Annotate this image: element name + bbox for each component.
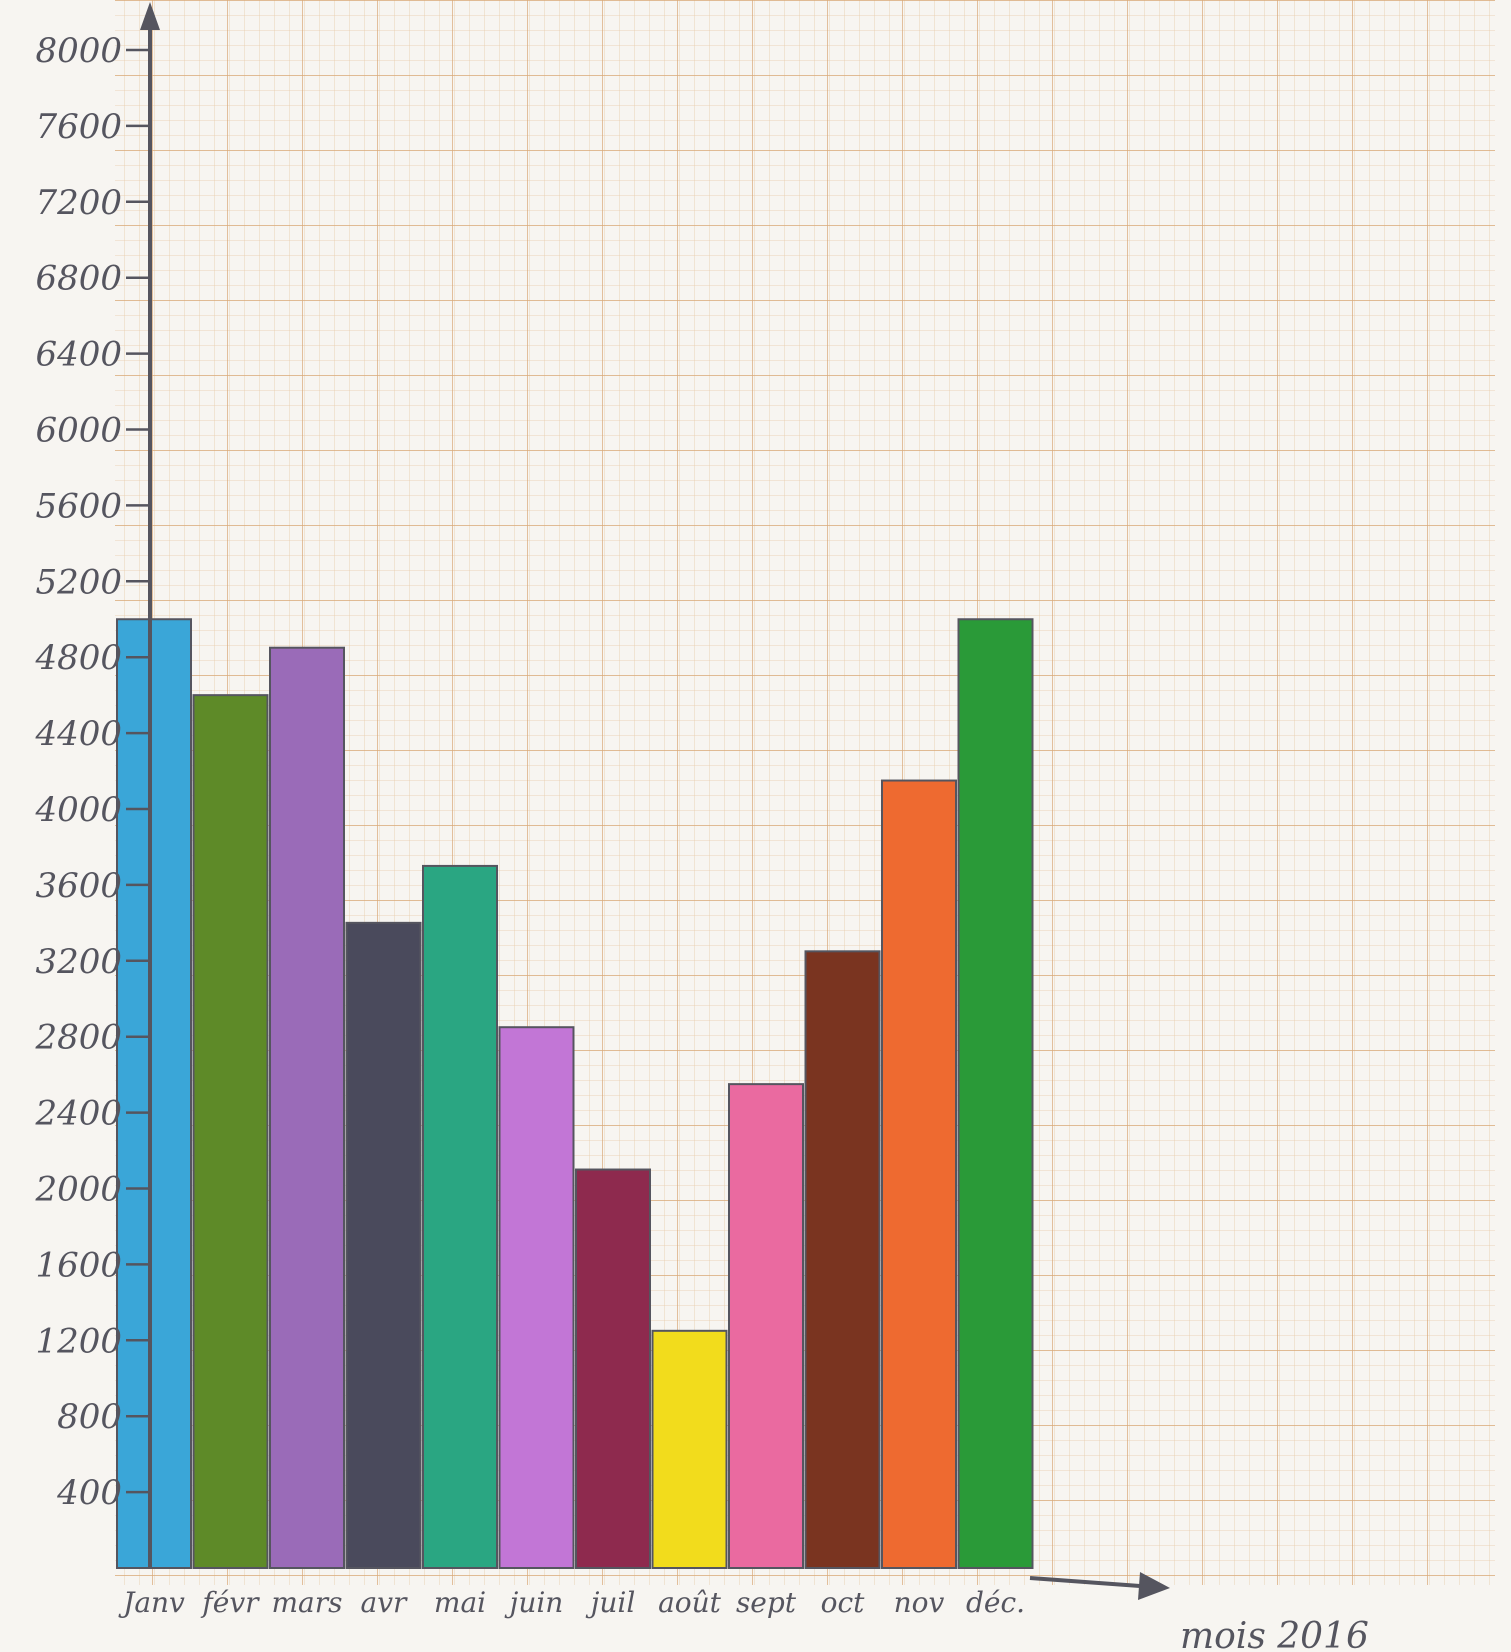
x-axis-categories: Janv févr mars avr mai juin juil août sept oct nov… [118,1586,1025,1619]
y-tick-label: 3200 [35,942,122,982]
x-tick-label: mai [434,1586,486,1619]
y-tick-label: 6800 [35,259,122,299]
bar-0 [116,618,192,1569]
x-tick-label: avr [361,1586,409,1619]
bar-4 [422,864,498,1569]
y-tick-label: 4000 [34,790,122,830]
y-tick-label: 2000 [34,1170,122,1210]
y-tick-label: 4800 [34,638,122,678]
y-tick-label: 400 [56,1473,122,1513]
bar-8 [728,1083,804,1569]
y-tick-label: 8000 [35,31,122,71]
x-tick-label: juin [504,1586,564,1619]
bar-3 [345,921,422,1569]
y-tick-label: 7200 [35,183,122,223]
x-axis-arrow-icon [1138,1572,1170,1600]
y-tick-label: 1200 [35,1321,122,1361]
bar-7 [651,1329,728,1569]
bar-10 [881,779,957,1569]
bar-1 [192,694,269,1569]
x-tick-label: nov [894,1586,945,1619]
y-tick-label: 2400 [34,1094,122,1134]
bars-group [116,618,1034,1570]
x-tick-label: oct [821,1586,866,1619]
bar-5 [498,1026,575,1569]
y-axis-arrow-icon [140,2,160,30]
x-tick-label: août [658,1586,722,1619]
y-axis-ticks: 400 800 1200 1600 2000 2400 2800 3200 3600 4000 44… [34,31,150,1513]
y-tick-label: 1600 [35,1245,122,1285]
x-tick-label: mars [272,1586,343,1619]
bar-9 [804,950,881,1569]
x-tick-label: déc. [966,1586,1025,1619]
x-tick-label: sept [736,1586,797,1619]
y-tick-label: 4400 [34,714,122,754]
x-tick-label: févr [200,1586,260,1619]
bar-2 [269,646,345,1569]
bar-6 [575,1168,651,1570]
y-tick-label: 6000 [35,411,122,451]
y-tick-label: 5600 [35,486,122,526]
y-tick-label: 3600 [35,866,122,906]
x-axis-title: mois 2016 [1180,1616,1369,1652]
x-tick-label: juil [585,1586,636,1619]
x-axis-line [1029,1576,1141,1588]
y-tick-label: 7600 [35,107,122,147]
y-tick-label: 2800 [34,1018,122,1058]
y-tick-label: 6400 [35,335,122,375]
y-tick-label: 800 [57,1397,122,1437]
x-tick-label: Janv [118,1586,185,1619]
y-tick-label: 5200 [35,562,122,602]
bar-11 [957,618,1034,1569]
